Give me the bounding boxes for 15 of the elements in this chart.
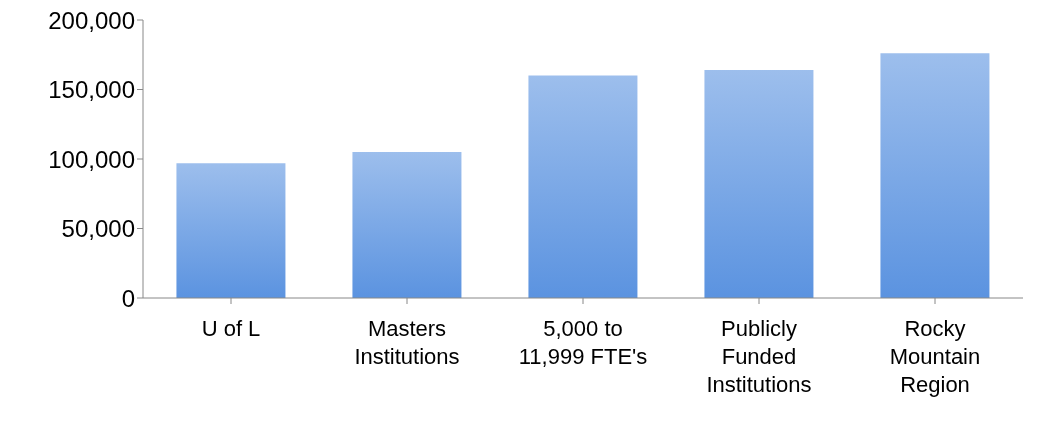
bar: [880, 53, 990, 298]
x-tick-label: U of L: [201, 316, 261, 341]
y-tick-label: 200,000: [48, 6, 135, 34]
bar: [704, 70, 814, 298]
y-tick-label: 100,000: [48, 145, 135, 173]
x-tick-label: 5,000 to 11,999 FTE's: [518, 316, 648, 369]
y-tick-label: 50,000: [61, 215, 135, 243]
y-tick-label: 0: [121, 284, 135, 312]
bar: [352, 152, 462, 298]
bar: [176, 163, 286, 298]
y-tick-label: 150,000: [48, 76, 135, 104]
bar: [528, 75, 638, 298]
x-tick-label: Rocky Mountain Region: [889, 316, 981, 397]
x-tick-label: Publicly Funded Institutions: [706, 316, 812, 397]
x-tick-label: Masters Institutions: [354, 316, 460, 369]
